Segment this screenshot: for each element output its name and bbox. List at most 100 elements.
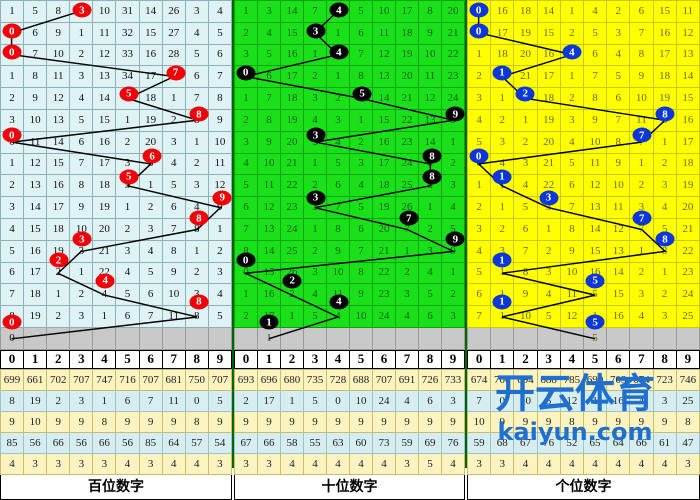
grid-cell[interactable]: 4 [234, 152, 258, 176]
grid-cell[interactable]: 22 [395, 108, 419, 132]
grid-cell[interactable]: 18 [536, 87, 561, 110]
drawn-number-ball[interactable]: 1 [492, 252, 512, 268]
grid-cell[interactable]: 28 [161, 43, 186, 67]
grid-cell[interactable]: 24 [395, 152, 419, 176]
drawn-number-ball[interactable]: 8 [189, 210, 209, 226]
grid-cell[interactable]: 1 [418, 196, 442, 219]
column-index-2[interactable]: 2 [513, 349, 538, 369]
grid-cell[interactable]: 4 [69, 87, 94, 110]
grid-cell[interactable]: 14 [138, 0, 163, 23]
grid-cell[interactable]: 8 [418, 0, 442, 23]
grid-cell[interactable]: 15 [582, 239, 608, 263]
grid-cell[interactable]: 13 [418, 108, 442, 132]
drawn-number-ball[interactable]: 1 [259, 314, 279, 330]
grid-cell[interactable]: 8 [513, 261, 538, 285]
column-index-1[interactable]: 1 [23, 349, 48, 369]
grid-cell[interactable]: 13 [675, 43, 700, 67]
grid-cell[interactable]: 21 [513, 65, 538, 89]
grid-cell[interactable]: 15 [138, 21, 163, 45]
grid-cell[interactable]: 4 [207, 0, 233, 23]
grid-cell[interactable]: 21 [675, 217, 700, 241]
grid-cell[interactable]: 22 [441, 43, 465, 67]
grid-cell[interactable]: 21 [92, 239, 117, 263]
grid-cell[interactable]: 10 [513, 305, 538, 328]
grid-cell[interactable]: 17 [92, 152, 117, 176]
grid-cell[interactable]: 17 [652, 43, 677, 67]
grid-cell[interactable]: 12 [559, 305, 584, 328]
grid-cell[interactable]: 1 [395, 239, 419, 263]
grid-cell[interactable]: 14 [582, 217, 608, 241]
drawn-number-ball[interactable]: 5 [585, 273, 605, 289]
grid-cell[interactable]: 16 [46, 174, 71, 198]
drawn-number-ball[interactable]: 3 [306, 190, 326, 206]
grid-cell[interactable]: 5 [115, 283, 140, 307]
grid-cell[interactable] [207, 326, 233, 350]
grid-cell[interactable]: 10 [46, 43, 71, 67]
grid-cell[interactable]: 5 [349, 196, 373, 219]
grid-cell[interactable]: 10 [418, 43, 442, 67]
grid-cell[interactable]: 5 [418, 283, 442, 307]
grid-cell[interactable]: 5 [536, 305, 561, 328]
grid-cell[interactable]: 3 [418, 239, 442, 263]
grid-cell[interactable]: 5 [69, 108, 94, 132]
grid-cell[interactable]: 16 [280, 43, 304, 67]
grid-cell[interactable]: 18 [92, 174, 117, 198]
drawn-number-ball[interactable]: 0 [469, 148, 489, 164]
grid-cell[interactable]: 10 [559, 261, 584, 285]
drawn-number-ball[interactable]: 5 [352, 86, 372, 102]
grid-cell[interactable]: 3 [184, 174, 209, 198]
grid-cell[interactable]: 3 [395, 283, 419, 307]
grid-cell[interactable]: 9 [606, 152, 631, 176]
grid-cell[interactable]: 9 [513, 283, 538, 307]
grid-cell[interactable]: 2 [161, 108, 186, 132]
grid-cell[interactable]: 4 [559, 130, 584, 154]
grid-cell[interactable]: 9 [23, 87, 48, 110]
grid-cell[interactable]: 2 [234, 108, 258, 132]
grid-cell[interactable]: 13 [606, 239, 631, 263]
grid-cell[interactable]: 4 [606, 43, 631, 67]
grid-cell[interactable]: 16 [652, 21, 677, 45]
column-index-2[interactable]: 2 [280, 349, 304, 369]
grid-cell[interactable]: 3 [652, 305, 677, 328]
grid-cell[interactable]: 3 [349, 152, 373, 176]
grid-cell[interactable] [418, 326, 442, 350]
grid-cell[interactable]: 1 [490, 87, 515, 110]
grid-cell[interactable]: 15 [23, 217, 48, 241]
grid-cell[interactable]: 12 [418, 87, 442, 110]
grid-cell[interactable]: 10 [629, 87, 654, 110]
column-index-1[interactable]: 1 [490, 349, 515, 369]
grid-cell[interactable]: 18 [23, 283, 48, 307]
drawn-number-ball[interactable]: 8 [189, 294, 209, 310]
grid-cell[interactable]: 19 [280, 108, 304, 132]
grid-cell[interactable]: 10 [582, 130, 608, 154]
grid-cell[interactable]: 2 [138, 196, 163, 219]
grid-cell[interactable]: 6 [138, 283, 163, 307]
grid-cell[interactable] [536, 326, 561, 350]
grid-cell[interactable]: 13 [582, 196, 608, 219]
grid-cell[interactable]: 6 [0, 261, 25, 285]
grid-cell[interactable] [23, 326, 48, 350]
grid-cell[interactable]: 5 [0, 239, 25, 263]
grid-cell[interactable]: 19 [536, 108, 561, 132]
drawn-number-ball[interactable]: 8 [655, 106, 675, 122]
grid-cell[interactable]: 16 [92, 130, 117, 154]
grid-cell[interactable]: 2 [234, 21, 258, 45]
grid-cell[interactable]: 22 [675, 239, 700, 263]
grid-cell[interactable]: 6 [559, 174, 584, 198]
grid-cell[interactable]: 1 [46, 283, 71, 307]
grid-cell[interactable]: 14 [606, 261, 631, 285]
grid-cell[interactable] [303, 326, 327, 350]
grid-cell[interactable]: 34 [115, 65, 140, 89]
grid-cell[interactable]: 6 [582, 43, 608, 67]
grid-cell[interactable]: 8 [46, 0, 71, 23]
column-index-0[interactable]: 0 [234, 349, 258, 369]
grid-cell[interactable]: 1 [115, 196, 140, 219]
grid-cell[interactable]: 3 [0, 196, 25, 219]
grid-cell[interactable]: 12 [606, 217, 631, 241]
grid-cell[interactable]: 11 [92, 21, 117, 45]
grid-cell[interactable]: 12 [92, 43, 117, 67]
grid-cell[interactable]: 5 [326, 152, 350, 176]
grid-cell[interactable] [326, 326, 350, 350]
grid-cell[interactable]: 11 [675, 0, 700, 23]
grid-cell[interactable]: 6 [257, 65, 281, 89]
